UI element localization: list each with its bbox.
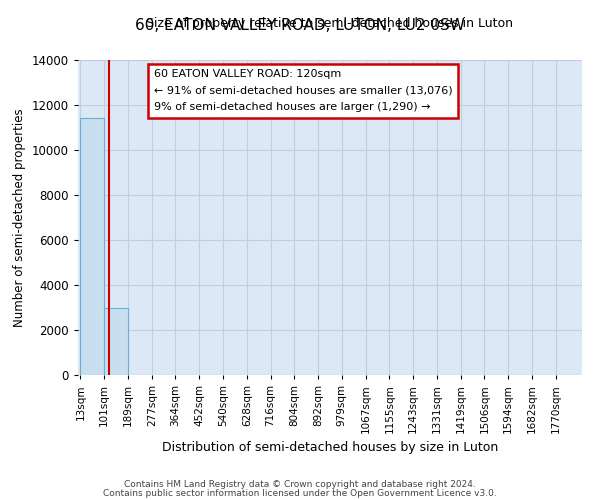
Text: 60 EATON VALLEY ROAD: 120sqm
← 91% of semi-detached houses are smaller (13,076)
: 60 EATON VALLEY ROAD: 120sqm ← 91% of se… <box>154 70 452 112</box>
X-axis label: Distribution of semi-detached houses by size in Luton: Distribution of semi-detached houses by … <box>162 441 498 454</box>
Text: 60, EATON VALLEY ROAD, LUTON, LU2 0SW: 60, EATON VALLEY ROAD, LUTON, LU2 0SW <box>135 18 465 32</box>
Bar <box>104 308 128 375</box>
Bar <box>80 118 104 375</box>
Title: Size of property relative to semi-detached houses in Luton: Size of property relative to semi-detach… <box>146 16 514 30</box>
Text: Contains public sector information licensed under the Open Government Licence v3: Contains public sector information licen… <box>103 488 497 498</box>
Y-axis label: Number of semi-detached properties: Number of semi-detached properties <box>13 108 26 327</box>
Text: Contains HM Land Registry data © Crown copyright and database right 2024.: Contains HM Land Registry data © Crown c… <box>124 480 476 489</box>
